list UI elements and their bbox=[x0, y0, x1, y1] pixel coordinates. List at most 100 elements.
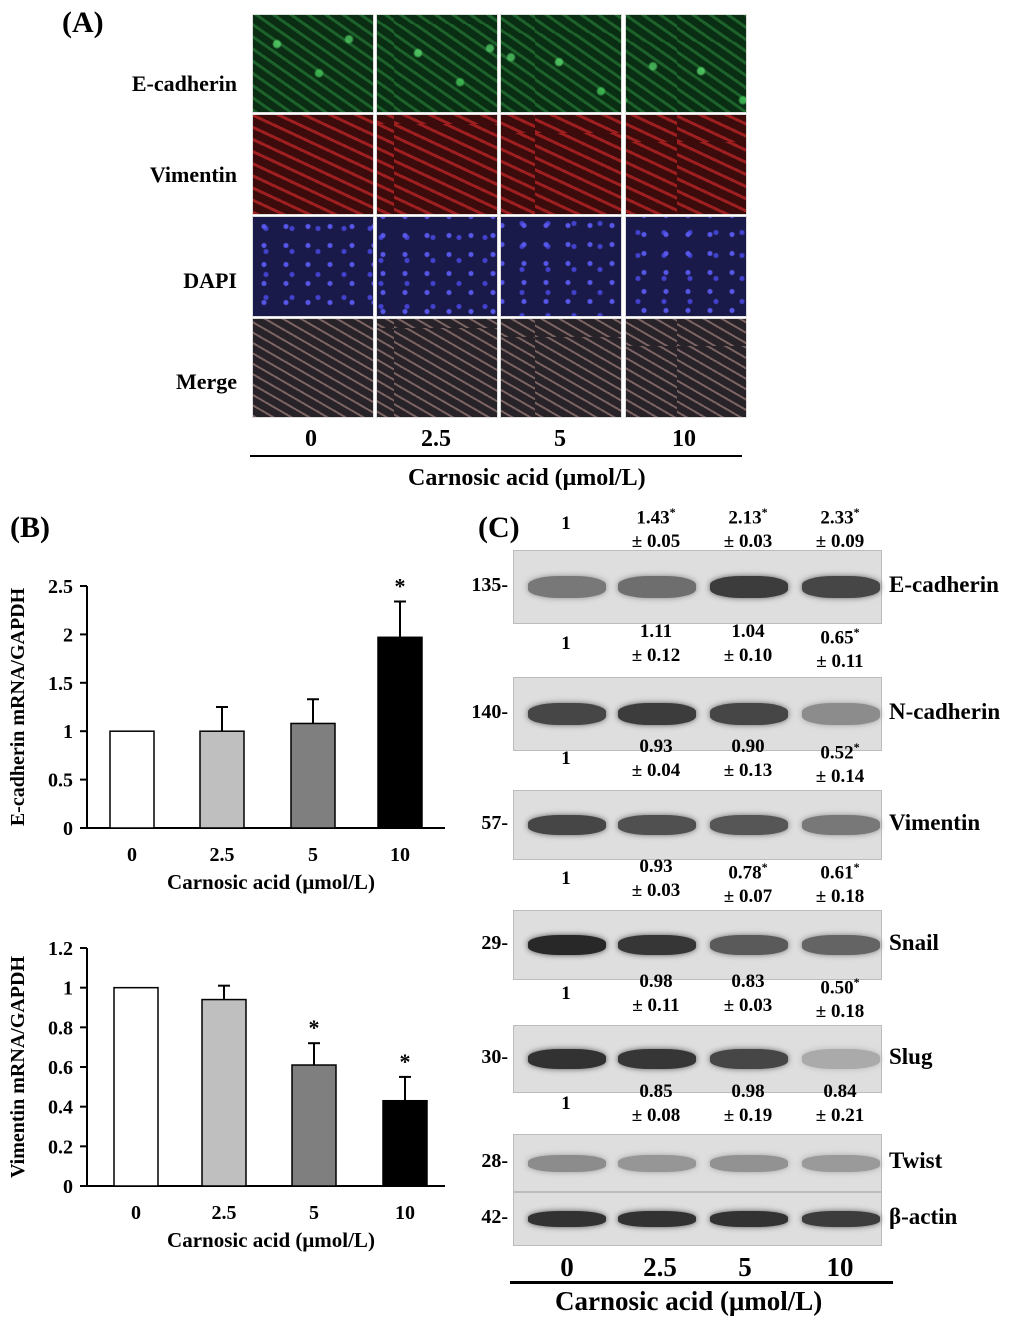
molecular-weight-marker: 135- bbox=[471, 574, 508, 596]
blot-N-cadherin bbox=[513, 677, 882, 751]
protein-label: Snail bbox=[889, 930, 939, 955]
bar-10 bbox=[377, 636, 423, 829]
molecular-weight-marker: 29- bbox=[481, 932, 508, 954]
micrograph-merge-dose-2 bbox=[500, 318, 622, 418]
panel-c-axis-title: Carnosic acid (μmol/L) bbox=[555, 1286, 823, 1316]
x-category-label: 5 bbox=[309, 1202, 319, 1224]
significance-marker: * bbox=[853, 860, 860, 874]
band-lane-1 bbox=[618, 935, 696, 955]
molecular-weight-marker: 42- bbox=[481, 1206, 508, 1228]
y-tick-label: 1.2 bbox=[48, 938, 73, 960]
panel-a-axis-line bbox=[250, 455, 742, 457]
panel-c-label: (C) bbox=[478, 511, 520, 544]
quant-value: 0.84 bbox=[823, 1081, 857, 1102]
blot-Twist bbox=[513, 1134, 882, 1192]
quant-value: 1.11 bbox=[639, 621, 673, 642]
protein-label: Slug bbox=[889, 1044, 933, 1069]
quant-value: 0.78* bbox=[728, 860, 768, 884]
quant-Slug-lane-2: 0.83 ± 0.03 bbox=[698, 970, 798, 1018]
panel-c-dose-0: 0 bbox=[560, 1252, 574, 1282]
quant-Slug-lane-1: 0.98 ± 0.11 bbox=[606, 970, 706, 1018]
quant-Snail-lane-0: 1 bbox=[516, 867, 616, 891]
bar-5 bbox=[290, 722, 336, 829]
significance-marker: * bbox=[400, 1049, 411, 1074]
quant-sd: ± 0.07 bbox=[723, 886, 773, 908]
significance-marker: * bbox=[853, 975, 860, 989]
band-lane-0 bbox=[528, 1049, 606, 1069]
y-tick-label: 1 bbox=[63, 721, 73, 743]
blot-Vimentin bbox=[513, 790, 882, 860]
bar-2.5 bbox=[201, 998, 247, 1187]
x-axis-title: Carnosic acid (μmol/L) bbox=[167, 1228, 375, 1252]
quant-value: 0.50* bbox=[820, 975, 860, 999]
panel-a-dose-10: 10 bbox=[672, 426, 696, 452]
quant-sd: ± 0.03 bbox=[723, 995, 773, 1016]
band-lane-1 bbox=[618, 1049, 696, 1069]
micrograph-ecadherin-dose-1 bbox=[376, 14, 498, 113]
quant-N-cadherin-lane-2: 1.04 ± 0.10 bbox=[698, 620, 798, 668]
significance-marker: * bbox=[853, 740, 860, 754]
quant-Slug-lane-3: 0.50* ± 0.18 bbox=[790, 970, 890, 1024]
x-category-label: 0 bbox=[131, 1202, 141, 1224]
band-lane-3 bbox=[802, 935, 880, 955]
quant-value: 1 bbox=[561, 633, 571, 654]
micrograph-dapi-dose-0 bbox=[252, 216, 374, 317]
bar-2.5 bbox=[199, 730, 245, 829]
quant-value: 1 bbox=[561, 513, 571, 534]
band-lane-3 bbox=[802, 576, 880, 598]
quant-value: 2.13* bbox=[728, 505, 768, 529]
molecular-weight-marker: 57- bbox=[481, 812, 508, 834]
quant-Twist-lane-1: 0.85 ± 0.08 bbox=[606, 1080, 706, 1128]
quant-Vimentin-lane-0: 1 bbox=[516, 747, 616, 771]
significance-marker: * bbox=[853, 505, 860, 519]
y-tick-label: 0.2 bbox=[48, 1136, 73, 1158]
protein-label: E-cadherin bbox=[889, 572, 999, 597]
molecular-weight-marker: 140- bbox=[471, 701, 508, 723]
band-lane-3 bbox=[802, 1211, 880, 1227]
bar-10 bbox=[382, 1099, 428, 1187]
panel-a-axis-title: Carnosic acid (μmol/L) bbox=[408, 465, 646, 491]
y-tick-label: 0 bbox=[63, 1176, 73, 1198]
y-tick-label: 0.5 bbox=[48, 770, 73, 792]
band-lane-2 bbox=[710, 815, 788, 835]
micrograph-merge-dose-0 bbox=[252, 318, 374, 418]
blot-Slug bbox=[513, 1025, 882, 1093]
panel-a-dose-0: 0 bbox=[305, 426, 317, 452]
quant-value: 0.52* bbox=[820, 740, 860, 764]
quant-E-cadherin-lane-2: 2.13* ± 0.03 bbox=[698, 500, 798, 554]
panel-a-row-label-dapi: DAPI bbox=[183, 268, 237, 293]
quant-sd: ± 0.18 bbox=[815, 1001, 865, 1023]
quant-sd: ± 0.14 bbox=[815, 766, 865, 788]
quant-Snail-lane-3: 0.61* ± 0.18 bbox=[790, 855, 890, 909]
band-lane-0 bbox=[528, 1211, 606, 1227]
micrograph-dapi-dose-3 bbox=[625, 216, 747, 317]
y-tick-label: 1 bbox=[63, 978, 73, 1000]
quant-Twist-lane-0: 1 bbox=[516, 1092, 616, 1116]
band-lane-0 bbox=[528, 1155, 606, 1172]
bar-0 bbox=[113, 986, 159, 1187]
y-tick-label: 0.6 bbox=[48, 1057, 73, 1079]
quant-sd: ± 0.03 bbox=[631, 880, 681, 901]
panel-c-dose-2_5: 2.5 bbox=[643, 1252, 677, 1282]
band-lane-0 bbox=[528, 815, 606, 835]
panel-c-dose-5: 5 bbox=[738, 1252, 752, 1282]
micrograph-vimentin-dose-3 bbox=[625, 114, 747, 215]
panel-a-label: (A) bbox=[62, 6, 104, 39]
band-lane-2 bbox=[710, 703, 788, 725]
quant-sd: ± 0.11 bbox=[816, 651, 864, 673]
x-category-label: 10 bbox=[390, 844, 410, 866]
protein-label: Twist bbox=[889, 1148, 943, 1173]
quant-sd: ± 0.11 bbox=[632, 995, 680, 1016]
quant-Twist-lane-2: 0.98 ± 0.19 bbox=[698, 1080, 798, 1128]
x-category-label: 2.5 bbox=[210, 844, 235, 866]
quant-Twist-lane-3: 0.84 ± 0.21 bbox=[790, 1080, 890, 1128]
quant-Vimentin-lane-3: 0.52* ± 0.14 bbox=[790, 735, 890, 789]
quant-Vimentin-lane-2: 0.90 ± 0.13 bbox=[698, 735, 798, 783]
band-lane-1 bbox=[618, 703, 696, 725]
molecular-weight-marker: 28- bbox=[481, 1150, 508, 1172]
x-category-label: 10 bbox=[395, 1202, 415, 1224]
quant-sd: ± 0.10 bbox=[723, 645, 773, 666]
micrograph-ecadherin-dose-3 bbox=[625, 14, 747, 113]
micrograph-vimentin-dose-2 bbox=[500, 114, 622, 215]
band-lane-2 bbox=[710, 935, 788, 955]
